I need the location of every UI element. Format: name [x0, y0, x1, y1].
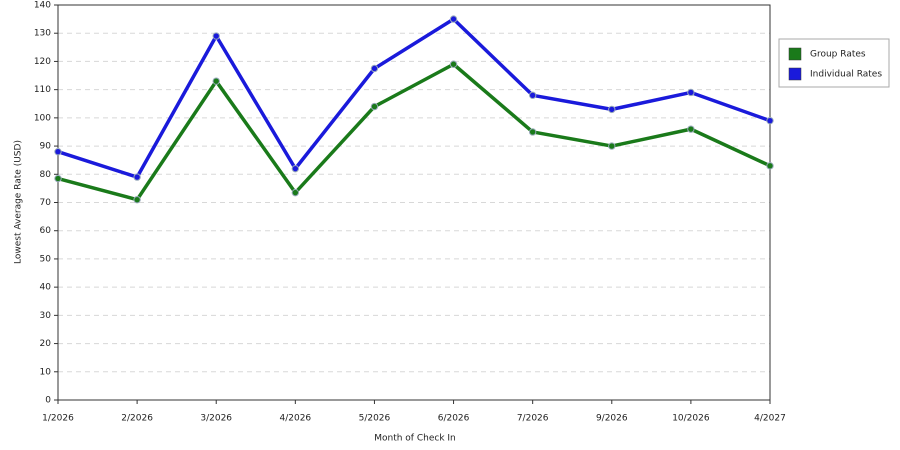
data-point: [54, 174, 62, 183]
y-tick-label: 40: [40, 283, 52, 293]
data-point: [528, 128, 537, 136]
y-axis-title: Lowest Average Rate (USD): [14, 140, 24, 264]
series-line: [57, 62, 771, 202]
data-point: [528, 91, 537, 99]
data-point: [370, 64, 379, 73]
y-tick-label: 10: [40, 367, 52, 377]
x-tick-label: 6/2026: [438, 414, 470, 424]
data-point: [608, 142, 616, 150]
y-tick-label: 100: [34, 113, 51, 123]
plot-frame: [57, 4, 771, 401]
data-point: [449, 15, 458, 23]
y-tick-label: 80: [40, 170, 52, 180]
x-tick-label: 9/2026: [596, 414, 628, 424]
data-point: [291, 188, 300, 197]
data-point: [212, 77, 220, 85]
y-tick-label: 50: [40, 254, 52, 264]
data-point: [370, 102, 379, 111]
y-tick-label: 70: [40, 198, 52, 208]
data-point: [54, 148, 62, 156]
data-point: [449, 60, 458, 68]
y-tick-label: 120: [34, 57, 51, 67]
y-tick-label: 90: [40, 142, 52, 152]
data-point: [212, 32, 220, 40]
data-point: [133, 195, 141, 204]
x-axis-title: Month of Check In: [374, 434, 456, 444]
y-tick-label: 0: [45, 396, 51, 406]
y-tick-label: 110: [34, 85, 51, 95]
x-tick-label: 2/2026: [121, 414, 153, 424]
legend: Group Rates Individual Rates: [778, 38, 890, 88]
data-point: [687, 88, 695, 97]
y-tick-label: 140: [34, 1, 51, 11]
x-tick-label: 4/2027: [754, 414, 786, 424]
data-point: [766, 116, 774, 125]
x-tick-label: 7/2026: [517, 414, 549, 424]
data-point: [608, 105, 616, 114]
x-tick-label: 10/2026: [672, 414, 710, 424]
x-tick-label: 5/2026: [359, 414, 391, 424]
y-tick-label: 60: [40, 226, 52, 236]
x-tick-label: 3/2026: [200, 414, 232, 424]
y-tick-label: 20: [40, 339, 52, 349]
data-point: [291, 164, 300, 173]
x-tick-label: 1/2026: [42, 414, 74, 424]
data-point: [687, 125, 695, 133]
legend-label: Individual Rates: [810, 70, 882, 80]
data-point: [133, 173, 141, 181]
x-tick-label: 4/2026: [279, 414, 311, 424]
legend-label: Group Rates: [810, 50, 866, 60]
legend-swatch: [788, 67, 802, 81]
y-tick-label: 130: [34, 29, 51, 39]
data-point: [766, 162, 774, 170]
y-tick-label: 30: [40, 311, 52, 321]
series-line: [57, 17, 771, 179]
legend-swatch: [788, 47, 802, 61]
